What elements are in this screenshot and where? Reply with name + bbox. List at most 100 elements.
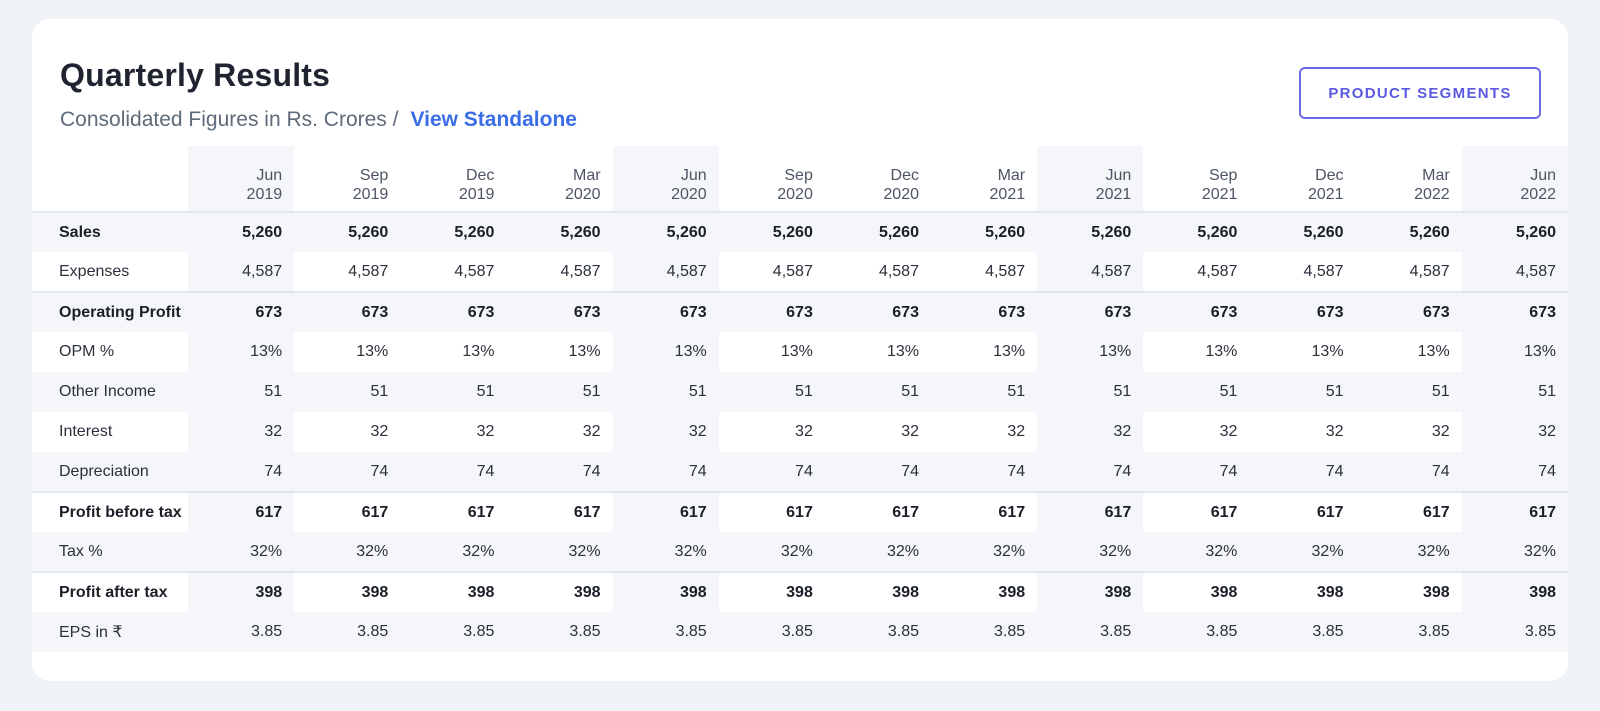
- table-cell: 673: [400, 292, 507, 332]
- table-cell: 3.85: [930, 612, 1038, 652]
- table-cell: 673: [1143, 292, 1250, 332]
- column-header-year: 2019: [246, 186, 283, 203]
- table-cell: 617: [786, 503, 813, 521]
- table-cell: 3.85: [1037, 612, 1144, 652]
- table-cell: 617: [361, 503, 389, 521]
- table-row: Depreciation 74 74 74 74 74 74 74 74 74 74 74 74 74: [32, 452, 1568, 493]
- table-cell: 673: [1037, 292, 1144, 332]
- column-header: Dec 2020: [824, 146, 931, 213]
- table-cell: 3.85: [294, 612, 401, 652]
- row-label: OPM %: [32, 332, 188, 372]
- table-cell: 74: [930, 452, 1038, 493]
- table-cell: 5,260: [824, 212, 931, 252]
- table-cell: 673: [1249, 292, 1356, 332]
- table-cell: 617: [1037, 492, 1144, 532]
- table-cell: 5,260: [506, 212, 613, 252]
- table-cell: 398: [1422, 583, 1450, 601]
- table-cell: 32: [901, 423, 919, 440]
- column-header-year: 2021: [1201, 186, 1238, 203]
- table-row: Expenses 4,587 4,587 4,587 4,587 4,587 4,587 4,…: [32, 252, 1568, 293]
- table-header-row: Jun 2019 Sep 2019 Dec 2019 Mar 2020 Jun 2020 Sep 20…: [32, 146, 1568, 213]
- column-header-year: 2020: [564, 186, 601, 203]
- column-header-month: Mar: [573, 167, 601, 184]
- table-cell: 32: [1325, 423, 1344, 440]
- table-cell: 32%: [1461, 532, 1568, 573]
- table-cell: 13%: [462, 343, 495, 360]
- table-cell: 51: [1461, 372, 1568, 412]
- column-header: Dec 2021: [1249, 146, 1356, 213]
- table-cell: 617: [1461, 492, 1568, 532]
- table-cell: 617: [188, 492, 295, 532]
- table-cell: 3.85: [824, 612, 931, 652]
- table-cell: 13%: [1417, 343, 1450, 360]
- table-row: Profit after tax 398 398 398 398 398 398 398 398…: [32, 572, 1568, 612]
- table-cell: 5,260: [1037, 212, 1144, 252]
- table-cell: 4,587: [718, 252, 825, 293]
- column-header-month: Mar: [1422, 167, 1450, 184]
- table-row: Tax % 32% 32% 32% 32% 32% 32% 32% 32% 32% 32% 32% 32…: [32, 532, 1568, 573]
- column-header: Mar 2021: [930, 146, 1038, 213]
- table-cell: 4,587: [824, 252, 931, 293]
- table-cell: 74: [1461, 452, 1568, 493]
- column-header-year: 2022: [1414, 186, 1450, 203]
- header-corner: [32, 146, 188, 213]
- table-cell: 398: [188, 572, 295, 612]
- column-header: Jun 2020: [612, 146, 719, 213]
- table-cell: 398: [998, 583, 1026, 601]
- table-cell: 4,587: [1143, 252, 1250, 293]
- table-cell: 32: [795, 423, 813, 440]
- column-header-month: Sep: [784, 167, 813, 184]
- column-header-month: Dec: [890, 167, 919, 184]
- table-cell: 398: [786, 583, 813, 601]
- table-cell: 3.85: [612, 612, 719, 652]
- table-cell: 398: [361, 583, 389, 601]
- table-cell: 5,260: [294, 212, 401, 252]
- table-cell: 398: [1461, 572, 1568, 612]
- table-cell: 51: [718, 372, 825, 412]
- column-header: Jun 2019: [188, 146, 295, 213]
- table-cell: 13%: [568, 343, 601, 360]
- column-header: Dec 2019: [400, 146, 507, 213]
- table-cell: 398: [573, 583, 601, 601]
- table-cell: 51: [1037, 372, 1144, 412]
- table-cell: 3.85: [1143, 612, 1250, 652]
- table-cell: 32: [188, 412, 295, 452]
- view-standalone-link[interactable]: View Standalone: [410, 108, 577, 131]
- table-cell: 13%: [886, 343, 919, 360]
- column-header-year: 2021: [989, 186, 1026, 203]
- table-cell: 32%: [1249, 532, 1356, 573]
- table-cell: 673: [188, 292, 295, 332]
- table-cell: 13%: [993, 343, 1026, 360]
- table-cell: 5,260: [188, 212, 295, 252]
- column-header-month: Jun: [1530, 167, 1556, 184]
- table-cell: 3.85: [718, 612, 825, 652]
- table-cell: 74: [294, 452, 401, 493]
- table-cell: 32%: [400, 532, 507, 573]
- column-header-month: Mar: [997, 167, 1026, 184]
- table-cell: 5,260: [612, 212, 719, 252]
- table-cell: 32: [1219, 423, 1238, 440]
- table-cell: 3.85: [1249, 612, 1356, 652]
- table-cell: 617: [1316, 503, 1344, 521]
- table-cell: 3.85: [400, 612, 507, 652]
- table-cell: 673: [506, 292, 613, 332]
- table-row: OPM % 13% 13% 13% 13% 13% 13% 13% 13% 13% 13% 13% 13…: [32, 332, 1568, 372]
- table-cell: 13%: [188, 332, 295, 372]
- table-cell: 4,587: [612, 252, 719, 293]
- table-cell: 617: [998, 503, 1026, 521]
- table-cell: 74: [1037, 452, 1144, 493]
- table-cell: 4,587: [400, 252, 507, 293]
- table-cell: 32: [1431, 423, 1450, 440]
- table-cell: 74: [506, 452, 613, 493]
- column-header: Sep 2021: [1143, 146, 1250, 213]
- table-cell: 51: [1143, 372, 1250, 412]
- product-segments-button[interactable]: PRODUCT SEGMENTS: [1299, 67, 1541, 119]
- table-cell: 51: [824, 372, 931, 412]
- column-header: Mar 2020: [506, 146, 613, 213]
- table-cell: 3.85: [506, 612, 613, 652]
- row-label: Profit after tax: [32, 572, 188, 612]
- subtitle-text: Consolidated Figures in Rs. Crores /: [60, 108, 399, 131]
- column-header-year: 2020: [883, 186, 919, 203]
- column-header-month: Dec: [465, 167, 495, 184]
- table-cell: 4,587: [1037, 252, 1144, 293]
